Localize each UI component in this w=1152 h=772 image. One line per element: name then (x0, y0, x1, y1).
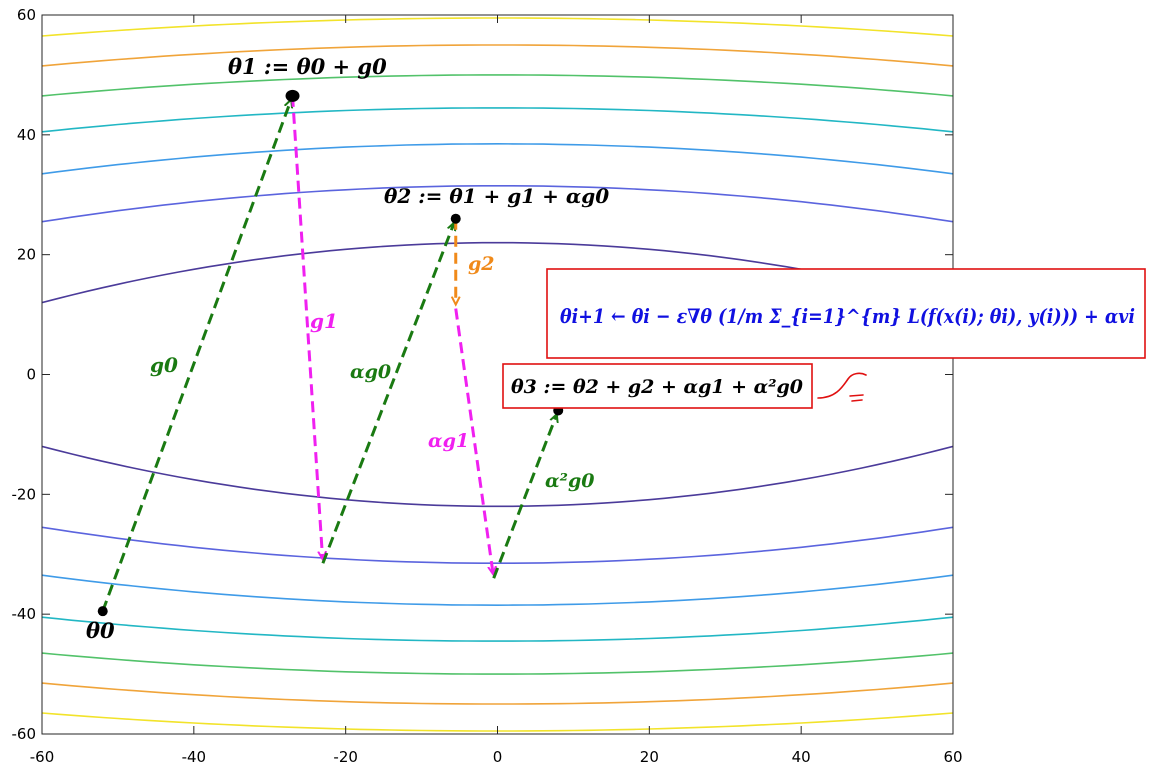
y-tick-label: 0 (26, 366, 36, 384)
contour-level-3-lower (42, 574, 953, 607)
contour-level-6-upper (42, 44, 953, 67)
x-tick-label: 40 (792, 748, 811, 766)
update-rule-box (546, 268, 1146, 359)
x-tick-label: -60 (30, 748, 55, 766)
step-label-g2: g2 (468, 253, 495, 275)
contour-level-5-upper (42, 74, 953, 97)
x-tick-label: -40 (182, 748, 207, 766)
x-tick-label: 20 (640, 748, 659, 766)
label-theta0: θ0 (86, 618, 115, 643)
label-theta3: θ3 := θ2 + g2 + αg1 + α²g0 (511, 376, 803, 398)
contour-level-3-upper (42, 142, 953, 175)
theta3-box (502, 363, 813, 409)
y-tick-label: -20 (12, 485, 37, 503)
step-arrow-4 (454, 308, 493, 574)
point-theta2 (450, 213, 461, 224)
x-tick-label: -20 (333, 748, 358, 766)
step-arrows (101, 95, 557, 612)
contour-level-2-lower (42, 526, 953, 565)
axis-ticks: -60 -40 -20 0 20 40 60 60 40 20 0 -20 -40 -60 (12, 6, 963, 766)
y-tick-label: 20 (17, 246, 36, 264)
red-scribble (817, 372, 867, 402)
step-label-g0: g0 (150, 353, 178, 377)
point-theta0 (97, 606, 108, 617)
contour-level-2-upper (42, 185, 953, 223)
y-tick-label: 40 (17, 126, 36, 144)
label-theta1: θ1 := θ0 + g0 (228, 54, 387, 79)
step-label-a2g0: α²g0 (545, 470, 594, 492)
update-rule: θi+1 ← θi − ε∇θ (1/m Σ_{i=1}^{m} L(f(x(i… (560, 304, 1135, 328)
x-tick-label: 60 (943, 748, 962, 766)
contour-level-4-lower (42, 616, 953, 642)
x-tick-label: 0 (493, 748, 503, 766)
plot-background (42, 15, 953, 734)
step-label-ag1: αg1 (428, 430, 469, 452)
y-tick-label: 60 (17, 6, 36, 24)
contour-level-1-lower (42, 445, 953, 508)
step-arrow-2 (321, 223, 454, 564)
label-theta2: θ2 := θ1 + g1 + αg0 (384, 184, 609, 208)
step-arrow-5 (492, 415, 557, 579)
step-label-ag0: αg0 (350, 361, 391, 383)
step-arrow-0 (101, 101, 291, 612)
contour-level-5-lower (42, 652, 953, 675)
y-tick-label: -60 (12, 725, 37, 743)
contour-level-4-upper (42, 107, 953, 133)
step-arrow-1 (291, 95, 323, 558)
y-tick-label: -40 (12, 605, 37, 623)
point-theta1 (285, 89, 300, 102)
contour-level-6-lower (42, 682, 953, 705)
step-label-g1: g1 (310, 309, 338, 333)
